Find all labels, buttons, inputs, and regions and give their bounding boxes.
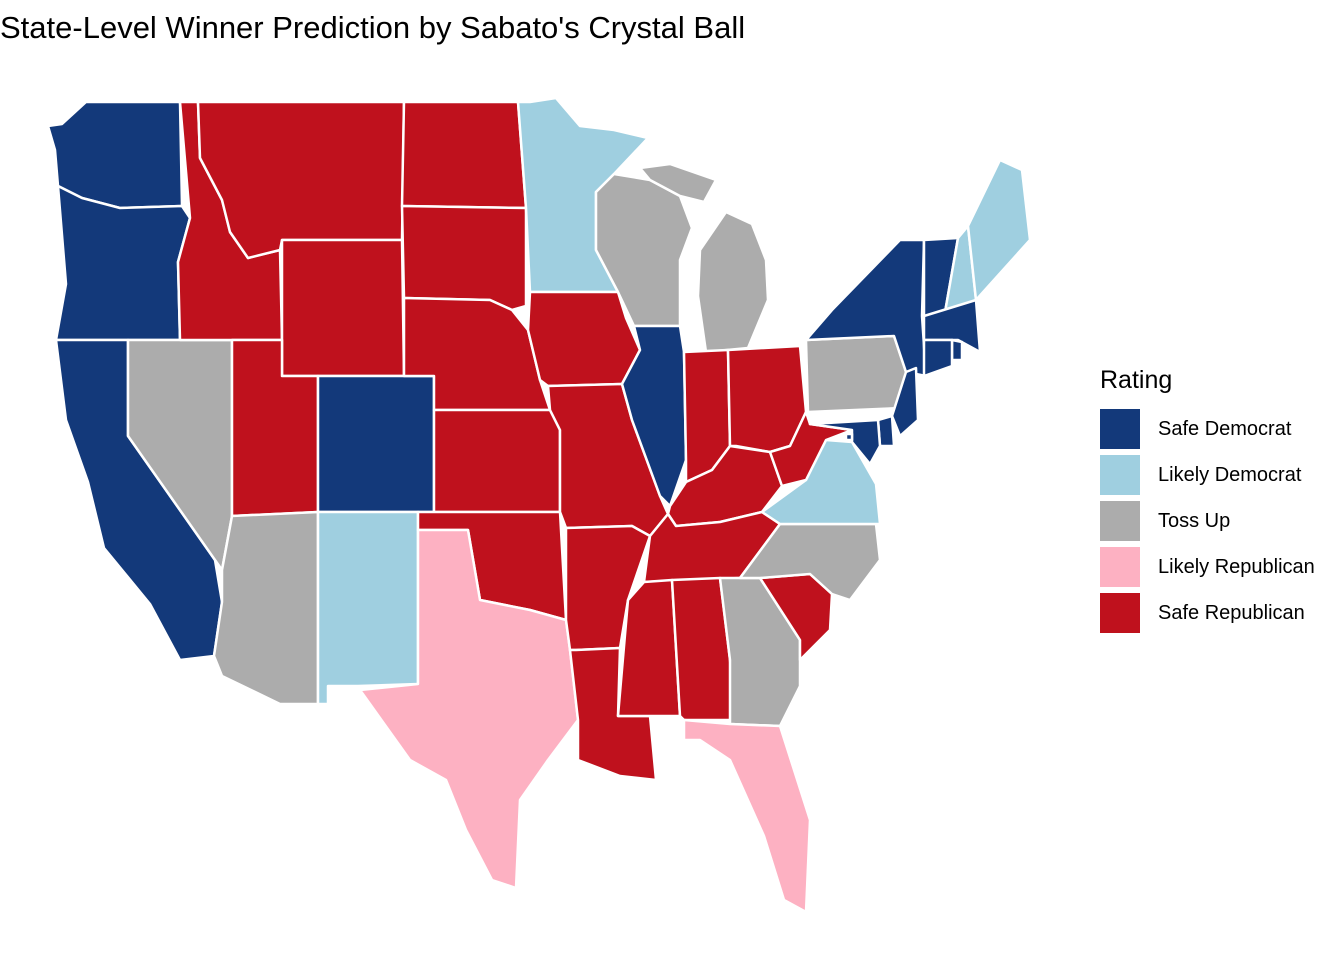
state-michigan[interactable] (638, 162, 770, 354)
state-pennsylvania[interactable] (804, 334, 908, 414)
legend-swatch (1100, 501, 1140, 541)
state-new-york[interactable] (804, 238, 928, 378)
legend-label: Likely Democrat (1158, 463, 1302, 486)
legend: Rating Safe Democrat Likely Democrat Tos… (1100, 364, 1315, 636)
state-wisconsin[interactable] (594, 172, 694, 328)
legend-swatch (1100, 455, 1140, 495)
legend-label: Safe Democrat (1158, 417, 1292, 440)
state-arizona[interactable] (212, 510, 320, 706)
state-louisiana[interactable] (568, 646, 658, 782)
state-north-dakota[interactable] (400, 100, 528, 210)
legend-label: Toss Up (1158, 509, 1231, 532)
state-iowa[interactable] (526, 290, 642, 388)
legend-item-toss-up: Toss Up (1100, 498, 1315, 544)
state-maryland[interactable] (808, 418, 882, 466)
state-new-jersey[interactable] (890, 366, 920, 438)
legend-label: Safe Republican (1158, 601, 1305, 624)
map-title: State-Level Winner Prediction by Sabato'… (0, 10, 746, 45)
state-oregon[interactable] (54, 184, 192, 342)
legend-item-safe-democrat: Safe Democrat (1100, 406, 1315, 452)
legend-item-safe-republican: Safe Republican (1100, 590, 1315, 636)
legend-swatch (1100, 547, 1140, 587)
state-district-of-columbia[interactable] (844, 432, 854, 442)
legend-item-likely-democrat: Likely Democrat (1100, 452, 1315, 498)
state-illinois[interactable] (620, 324, 688, 508)
state-south-dakota[interactable] (400, 204, 528, 312)
state-florida[interactable] (682, 718, 812, 914)
legend-label: Likely Republican (1158, 555, 1315, 578)
legend-swatch (1100, 409, 1140, 449)
state-wyoming[interactable] (280, 238, 406, 378)
state-mississippi[interactable] (616, 578, 682, 718)
state-kansas[interactable] (432, 408, 562, 514)
legend-swatch (1100, 593, 1140, 633)
state-connecticut[interactable] (922, 338, 954, 378)
state-new-mexico[interactable] (316, 510, 420, 706)
state-rhode-island[interactable] (950, 338, 964, 362)
state-maine[interactable] (966, 158, 1032, 302)
legend-title: Rating (1100, 366, 1173, 394)
state-colorado[interactable] (316, 374, 436, 514)
state-nebraska[interactable] (402, 296, 552, 412)
legend-item-likely-republican: Likely Republican (1100, 544, 1315, 590)
state-texas[interactable] (358, 528, 580, 890)
